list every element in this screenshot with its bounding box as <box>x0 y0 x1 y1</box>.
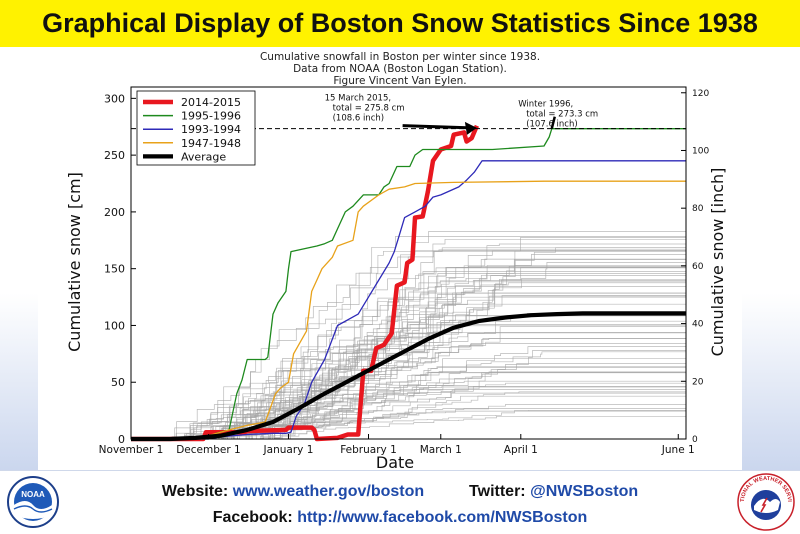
historical-winter-line <box>131 266 686 440</box>
x-tick-label: November 1 <box>99 444 164 456</box>
historical-winter-line <box>131 247 686 440</box>
banner: Graphical Display of Boston Snow Statist… <box>0 0 800 47</box>
series-line-average <box>131 311 686 442</box>
y-tick-label: 150 <box>104 263 125 276</box>
axes: 0 50 100 150 200 250 300 0 20 40 60 80 100 120 Novembe… <box>99 86 709 456</box>
annotation-text: total = 275.8 cm <box>333 104 405 114</box>
legend-label: 1947-1948 <box>181 137 241 150</box>
noaa-logo-text: NOAA <box>21 490 45 499</box>
historical-winter-line <box>131 372 686 440</box>
y-right-tick-label: 60 <box>692 262 704 272</box>
legend-label: Average <box>181 150 226 163</box>
x-tick-label: March 1 <box>420 444 462 456</box>
chart-title-line-1: Cumulative snowfall in Boston per winter… <box>260 51 540 63</box>
historical-winter-line <box>131 389 686 440</box>
y-tick-label: 50 <box>111 376 125 389</box>
series-line-2014-2015 <box>131 124 479 442</box>
historical-winter-line <box>131 408 686 440</box>
legend-label: 2014-2015 <box>181 96 241 109</box>
historical-winter-line <box>131 338 686 440</box>
y-tick-label: 100 <box>104 319 125 332</box>
historical-winter-line <box>131 292 686 440</box>
twitter-link[interactable]: @NWSBoston <box>530 483 639 500</box>
plot-frame <box>130 86 687 440</box>
chart-title-line-2: Data from NOAA (Boston Logan Station). <box>293 63 507 75</box>
y-right-tick-label: 20 <box>692 377 704 387</box>
annotation-arrow <box>550 116 556 129</box>
historical-winter-line <box>131 267 686 440</box>
annotation-arrow <box>402 124 471 130</box>
footer: NOAA Website: www.weather.gov/boston Twi… <box>0 470 800 534</box>
annotation-arrowhead <box>464 121 477 135</box>
historical-winter-line <box>131 250 686 440</box>
x-tick-label: April 1 <box>504 444 538 456</box>
chart-title-line-3: Figure Vincent Van Eylen. <box>333 75 466 87</box>
historical-winter-line <box>131 367 686 440</box>
annotation-text: (108.6 inch) <box>333 114 384 124</box>
historical-winter-line <box>131 363 686 440</box>
twitter-label: Twitter: <box>469 483 526 500</box>
y-right-tick-label: 40 <box>692 320 704 330</box>
facebook-link[interactable]: http://www.facebook.com/NWSBoston <box>297 509 588 526</box>
historical-winter-line <box>131 326 686 440</box>
y-axis-label-right: Cumulative snow [inch] <box>708 168 727 357</box>
annotation-text: total = 273.3 cm <box>526 109 598 119</box>
facebook-label: Facebook: <box>212 509 293 526</box>
chart-panel: Cumulative snowfall in Boston per winter… <box>38 47 742 470</box>
historical-winter-line <box>131 366 686 440</box>
historical-winter-line <box>131 266 686 440</box>
series-line-1995-1996 <box>131 128 686 440</box>
y-right-tick-label: 0 <box>692 435 698 445</box>
footer-line-facebook: Facebook: http://www.facebook.com/NWSBos… <box>0 509 800 527</box>
historical-winter-line <box>131 343 686 440</box>
website-label: Website: <box>161 483 229 500</box>
historical-winter-line <box>131 250 686 440</box>
annotation-text: 15 March 2015, <box>325 94 391 104</box>
annotations: 15 March 2015,total = 275.8 cm(108.6 inc… <box>325 94 598 135</box>
historical-winter-line <box>131 338 686 440</box>
historical-winter-line <box>131 286 686 440</box>
historical-winter-line <box>131 280 686 440</box>
series-lines <box>131 124 686 442</box>
y-axis-label-left: Cumulative snow [cm] <box>65 172 84 352</box>
website-link[interactable]: www.weather.gov/boston <box>232 483 425 500</box>
historical-winter-line <box>131 331 686 440</box>
series-line-1993-1994 <box>131 160 686 440</box>
historical-winter-line <box>131 243 686 440</box>
y-tick-label: 250 <box>104 149 125 162</box>
y-right-tick-label: 80 <box>692 204 704 214</box>
historical-winter-line <box>131 266 686 440</box>
footer-line-website-twitter: Website: www.weather.gov/boston Twitter:… <box>0 483 800 501</box>
y-tick-label: 200 <box>104 206 125 219</box>
x-tick-label: June 1 <box>661 444 695 456</box>
legend-label: 1993-1994 <box>181 123 241 136</box>
legend-label: 1995-1996 <box>181 110 241 123</box>
y-tick-label: 0 <box>118 433 125 446</box>
y-tick-label: 300 <box>104 92 125 105</box>
snowfall-chart: Cumulative snowfall in Boston per winter… <box>65 51 727 470</box>
x-tick-label: January 1 <box>263 444 314 456</box>
y-right-tick-label: 100 <box>692 146 709 156</box>
y-right-tick-label: 120 <box>692 89 709 99</box>
series-line-1947-1948 <box>131 180 686 440</box>
noaa-logo: NOAA <box>7 476 59 528</box>
annotation-text: Winter 1996, <box>518 99 573 109</box>
nws-logo: NATIONAL WEATHER SERVICE <box>736 472 795 531</box>
historical-winter-line <box>131 237 686 440</box>
x-tick-label: February 1 <box>340 444 397 456</box>
x-tick-label: December 1 <box>176 444 240 456</box>
historical-winter-line <box>131 358 686 440</box>
legend: 2014-20151995-19961993-19941947-1948Aver… <box>136 90 256 166</box>
x-axis-label: Date <box>376 453 414 470</box>
banner-title: Graphical Display of Boston Snow Statist… <box>42 8 758 38</box>
